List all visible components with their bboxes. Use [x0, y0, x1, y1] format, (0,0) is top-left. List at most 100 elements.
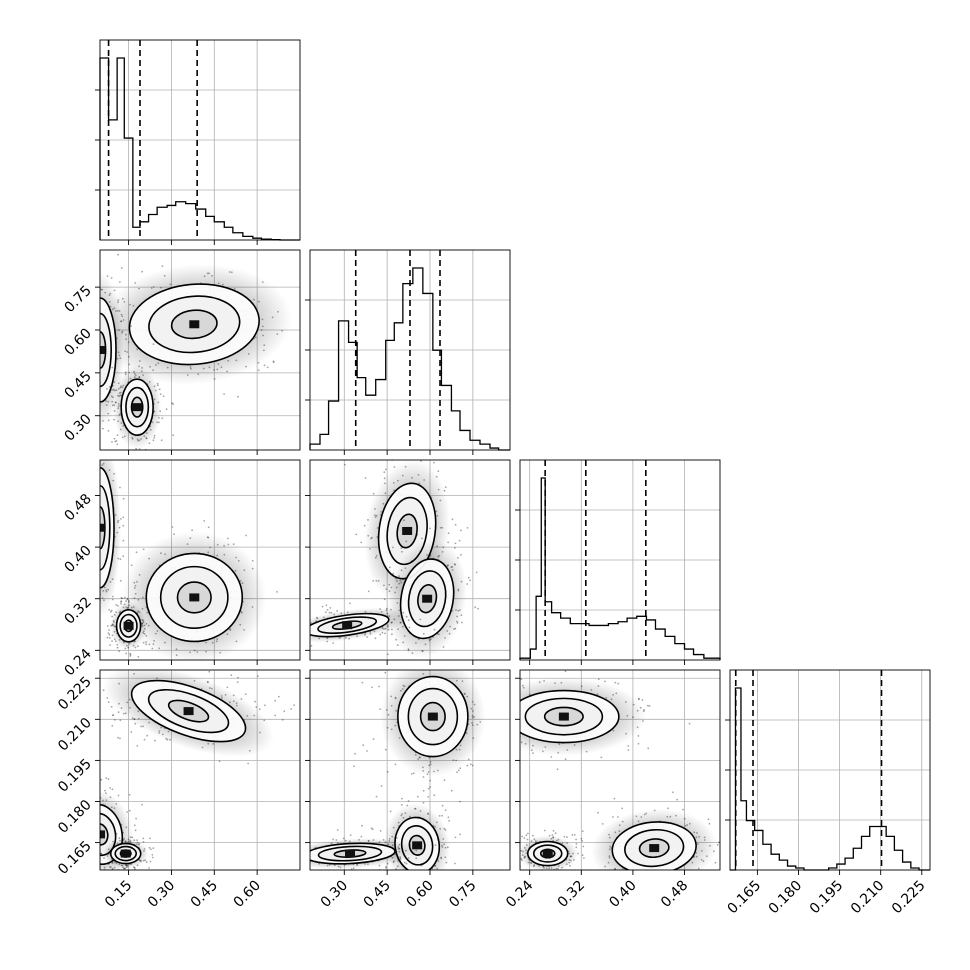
sample-point — [147, 624, 150, 627]
sample-point — [92, 540, 94, 542]
sample-point — [148, 609, 151, 612]
sample-point — [82, 794, 84, 796]
sample-point — [91, 815, 93, 817]
sample-point — [87, 536, 89, 538]
sample-point — [159, 393, 162, 395]
sample-point — [86, 567, 88, 569]
panel-frame — [99, 669, 301, 871]
sample-point — [471, 764, 474, 767]
sample-point — [255, 706, 258, 708]
x-tick-label: 0.180 — [766, 878, 806, 918]
sample-point — [418, 872, 420, 874]
sample-point — [555, 664, 557, 666]
sample-point — [91, 524, 93, 526]
sample-point — [152, 343, 155, 345]
sample-point — [411, 883, 413, 885]
sample-point — [107, 778, 110, 780]
sample-point — [408, 626, 411, 629]
sample-point — [269, 834, 271, 836]
sample-point — [263, 364, 266, 367]
sample-point — [94, 544, 96, 546]
sample-point — [641, 699, 644, 701]
sample-point — [111, 366, 114, 369]
sample-point — [108, 633, 111, 636]
sample-point — [448, 819, 451, 822]
sample-point — [122, 516, 125, 519]
sample-point — [254, 700, 256, 703]
sample-point — [123, 596, 126, 599]
sample-point — [661, 889, 663, 891]
sample-point — [416, 795, 419, 798]
sample-point — [389, 810, 392, 813]
sample-point — [105, 590, 108, 593]
sample-point — [94, 811, 96, 813]
sample-point — [93, 853, 95, 855]
sample-point — [294, 852, 296, 854]
sample-point — [360, 541, 363, 544]
sample-point — [101, 854, 103, 857]
sample-point — [532, 834, 534, 837]
sample-point — [688, 722, 691, 725]
sample-point — [142, 837, 145, 840]
sample-point — [296, 620, 298, 622]
sample-point — [133, 824, 136, 827]
sample-point — [451, 665, 453, 667]
sample-point — [326, 609, 329, 611]
sample-point — [107, 701, 110, 704]
sample-point — [83, 530, 85, 532]
sample-point — [427, 787, 430, 790]
sample-point — [236, 681, 239, 683]
sample-point — [467, 576, 470, 579]
sample-point — [88, 832, 90, 834]
sample-point — [384, 671, 387, 674]
sample-point — [289, 633, 291, 635]
sample-point — [94, 512, 96, 514]
sample-point — [458, 539, 461, 542]
sample-point — [573, 834, 576, 836]
sample-point — [97, 509, 99, 511]
sample-point — [526, 838, 529, 841]
density-peak — [132, 403, 143, 412]
sample-point — [119, 281, 121, 283]
sample-point — [91, 826, 93, 828]
sample-point — [79, 519, 81, 521]
sample-point — [297, 613, 299, 615]
sample-point — [95, 526, 97, 528]
histogram-panel-2 — [515, 459, 721, 661]
panel-frame — [309, 459, 511, 661]
sample-point — [444, 809, 447, 811]
sample-point — [91, 469, 93, 471]
sample-point — [129, 655, 132, 657]
sample-point — [713, 882, 715, 884]
sample-point — [110, 705, 113, 708]
sample-point — [380, 785, 383, 787]
sample-point — [93, 845, 95, 847]
y-tick-label: 0.40 — [61, 543, 94, 576]
sample-point — [274, 699, 277, 702]
sample-point — [647, 704, 649, 707]
sample-point — [433, 461, 435, 464]
sample-point — [362, 744, 365, 746]
sample-point — [484, 734, 486, 736]
sample-point — [237, 395, 239, 398]
sample-point — [86, 817, 88, 819]
sample-point — [648, 705, 651, 707]
sample-point — [379, 830, 382, 832]
sample-point — [394, 763, 397, 766]
sample-point — [325, 611, 327, 614]
sample-point — [97, 463, 99, 465]
sample-point — [707, 818, 710, 821]
sample-point — [304, 851, 306, 853]
sample-point — [95, 804, 97, 806]
sample-point — [92, 395, 94, 397]
sample-point — [85, 831, 87, 833]
sample-point — [138, 360, 141, 362]
sample-point — [91, 412, 93, 414]
sample-point — [556, 768, 559, 771]
sample-point — [281, 847, 283, 849]
sample-point — [142, 641, 145, 644]
sample-point — [554, 832, 557, 835]
sample-point — [97, 864, 99, 866]
